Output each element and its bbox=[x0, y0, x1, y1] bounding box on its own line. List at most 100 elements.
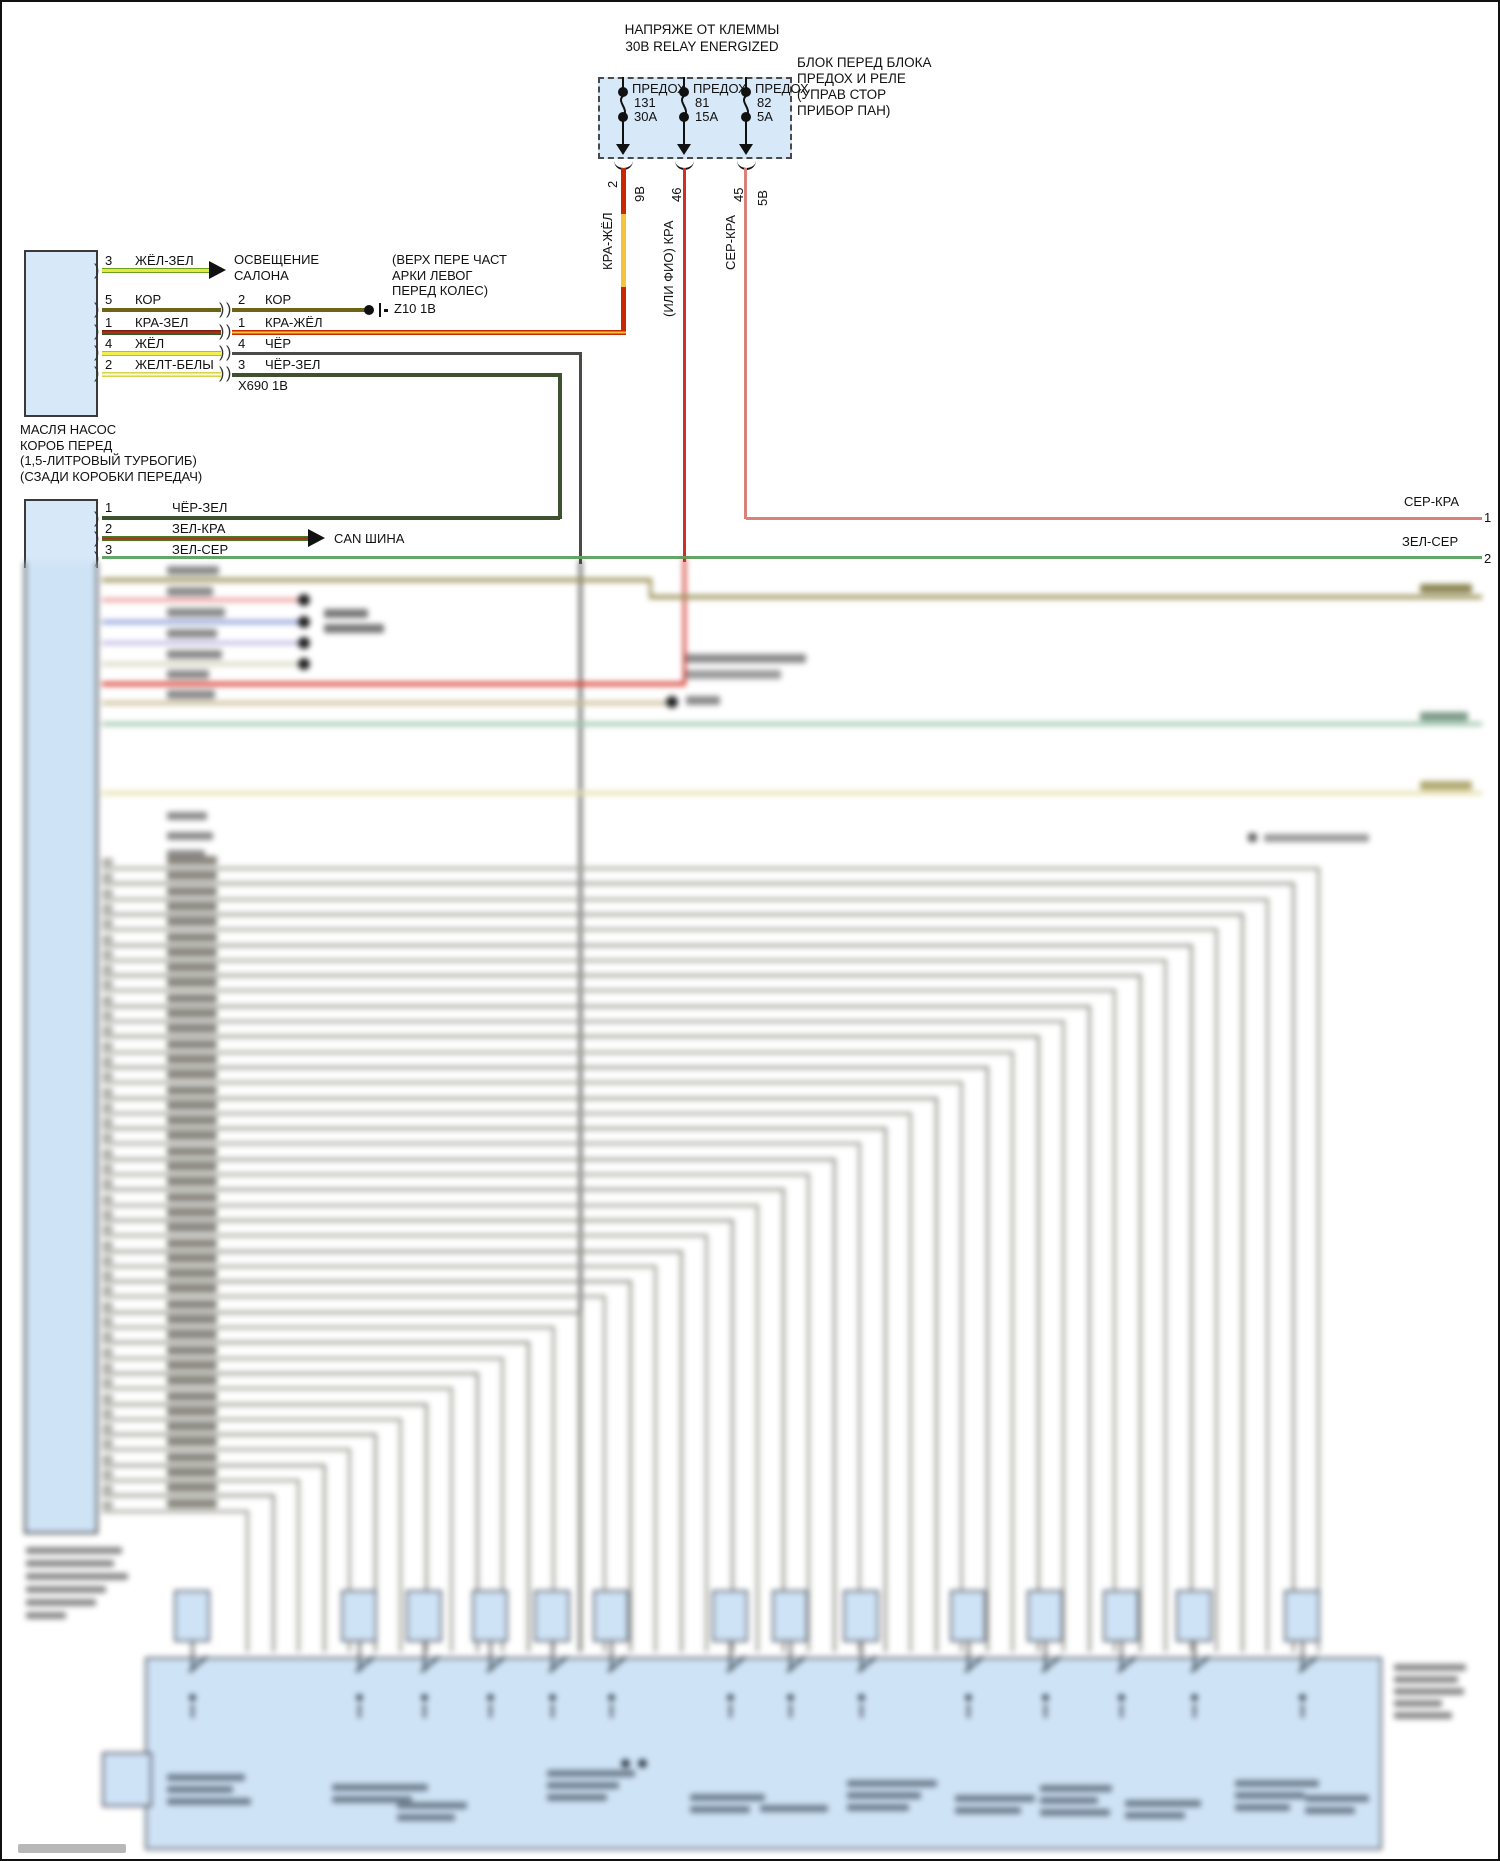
fuse1-top-dot bbox=[618, 87, 628, 97]
c1-r1-wire: ЖЁЛ-ЗЕЛ bbox=[135, 253, 194, 268]
blurred-pin-number bbox=[102, 1485, 113, 1493]
small-connector-box bbox=[1176, 1590, 1212, 1642]
wire-kor-right bbox=[232, 308, 367, 312]
switch-contact-dot bbox=[787, 1694, 794, 1701]
blur-label bbox=[324, 624, 384, 633]
c2-r2-pin: 2 bbox=[105, 521, 113, 536]
blurred-component-label bbox=[1125, 1800, 1201, 1807]
ground-label: Z10 1В bbox=[394, 301, 436, 316]
inline-break: ) bbox=[226, 301, 232, 318]
fuse2-wire-lower bbox=[683, 120, 685, 144]
blur-label bbox=[1420, 712, 1468, 721]
switch-blade bbox=[607, 1655, 628, 1673]
blurred-pin-number bbox=[102, 1302, 113, 1310]
wire-zhel-zel bbox=[102, 268, 209, 273]
ground-bar bbox=[379, 303, 381, 317]
blurred-wire-v bbox=[807, 1173, 810, 1652]
blurred-wire-h bbox=[102, 913, 1241, 916]
wire-ser-kra-vertical bbox=[744, 168, 747, 519]
bottom-component-panel bbox=[145, 1657, 1382, 1850]
small-connector-box bbox=[1027, 1590, 1063, 1642]
blur-text bbox=[26, 1612, 66, 1619]
switch-stub bbox=[1044, 1657, 1047, 1671]
blur-text bbox=[26, 1586, 106, 1593]
blurred-component-label bbox=[397, 1802, 467, 1809]
pin-stub: ) bbox=[94, 323, 100, 340]
blur-wire-blue bbox=[102, 620, 302, 624]
blurred-wire-label bbox=[167, 1453, 217, 1462]
blurred-wire-h bbox=[102, 1051, 1011, 1054]
blurred-wire-h bbox=[102, 1295, 603, 1298]
connector2-box-lower bbox=[24, 562, 98, 1534]
junction-dot bbox=[298, 616, 310, 628]
right-pin2-wire: ЗЕЛ-СЕР bbox=[1402, 534, 1459, 549]
blurred-wire-v bbox=[1011, 1051, 1014, 1652]
blurred-wire-h bbox=[102, 867, 1317, 870]
fuse1-sub: 9В bbox=[632, 186, 647, 202]
blurred-wire-label bbox=[167, 1300, 217, 1309]
blurred-wire-label bbox=[167, 1269, 217, 1278]
blur-text bbox=[1394, 1664, 1466, 1671]
blurred-wire-label bbox=[167, 1315, 217, 1324]
blurred-pin-number bbox=[102, 1470, 113, 1478]
fuse1-num: 131 bbox=[634, 95, 656, 110]
switch-blade bbox=[1117, 1655, 1138, 1673]
blurred-wire-h bbox=[102, 1357, 501, 1360]
blurred-wire-v bbox=[323, 1464, 326, 1652]
blurred-wire-label bbox=[167, 1392, 217, 1401]
blurred-wire-label bbox=[167, 1086, 217, 1095]
blur-text bbox=[26, 1599, 96, 1606]
fuse3-num: 82 bbox=[757, 95, 772, 110]
switch-stub bbox=[1301, 1657, 1304, 1671]
small-connector-box bbox=[593, 1590, 629, 1642]
blurred-wire-v bbox=[782, 1188, 785, 1652]
blurred-component-label bbox=[847, 1792, 921, 1799]
blurred-wire-h bbox=[102, 1510, 246, 1513]
blur-label bbox=[324, 609, 368, 618]
fuse1-wire-name: КРА-ЖЁЛ bbox=[600, 212, 615, 270]
switch-contact-dot bbox=[1299, 1694, 1306, 1701]
blurred-wire-v bbox=[476, 1372, 479, 1652]
wire-cher-horizontal bbox=[232, 352, 582, 355]
right-pin1-wire: СЕР-КРА bbox=[1404, 494, 1460, 509]
c1-r3-wire2: КРА-ЖЁЛ bbox=[265, 315, 323, 330]
blur-label bbox=[167, 587, 213, 596]
small-connector-box bbox=[341, 1590, 377, 1642]
wire-zhel bbox=[102, 351, 221, 356]
blurred-pin-number bbox=[102, 1026, 113, 1034]
fuse1-down-arrow bbox=[616, 144, 630, 155]
blurred-wire-label bbox=[167, 1101, 217, 1110]
blurred-pin-number bbox=[102, 1179, 113, 1187]
blurred-pin-number bbox=[102, 1118, 113, 1126]
c1-r1-pin: 3 bbox=[105, 253, 113, 268]
c1-r4-wire2: ЧЁР bbox=[265, 336, 292, 351]
blurred-wire-v bbox=[731, 1219, 734, 1652]
blurred-wire-v bbox=[909, 1112, 912, 1652]
blurred-component-label bbox=[1305, 1807, 1355, 1814]
blurred-wire-h bbox=[102, 1112, 909, 1115]
blurred-wire-h bbox=[102, 1158, 833, 1161]
blurred-wire-label bbox=[167, 1239, 217, 1248]
c1-r2-pin2: 2 bbox=[238, 292, 246, 307]
blurred-pin-number bbox=[102, 1133, 113, 1141]
wire-cher-zel-horizontal bbox=[232, 373, 562, 377]
blurred-wire-label bbox=[167, 856, 217, 865]
indicator-dot bbox=[638, 1759, 647, 1768]
fuse1-amps: 30А bbox=[634, 109, 658, 124]
blurred-pin-number bbox=[102, 1088, 113, 1096]
blurred-pin-number bbox=[102, 889, 113, 897]
right-pin1-num: 1 bbox=[1484, 510, 1492, 525]
blurred-pin-number bbox=[102, 1363, 113, 1371]
blurred-pin-number bbox=[102, 1424, 113, 1432]
fuse2-top-dot bbox=[679, 87, 689, 97]
blurred-component-label bbox=[332, 1784, 428, 1791]
c1-r4-pin2: 4 bbox=[238, 336, 246, 351]
blurred-pin-number bbox=[102, 950, 113, 958]
blur-wire-olive bbox=[102, 578, 651, 582]
switch-stub bbox=[191, 1657, 194, 1671]
blurred-wire-h bbox=[102, 1173, 807, 1176]
blur-label bbox=[686, 670, 781, 679]
switch-contact-dot bbox=[1191, 1694, 1198, 1701]
connector-stub bbox=[789, 1642, 792, 1658]
blurred-wire-label bbox=[167, 1009, 217, 1018]
